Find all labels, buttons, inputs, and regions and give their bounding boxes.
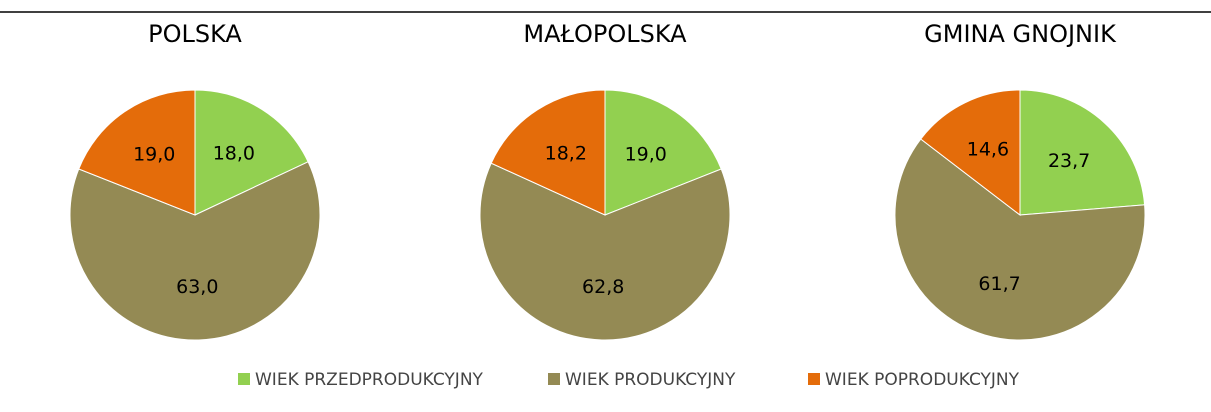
pie-slice xyxy=(604,89,722,216)
data-label: 19,0 xyxy=(625,144,667,166)
legend-label: WIEK POPRODUKCYJNY xyxy=(825,370,1020,390)
chart-title: GMINA GNOJNIK xyxy=(924,20,1117,48)
pie-slice xyxy=(479,162,731,341)
data-label: 14,6 xyxy=(967,138,1009,160)
chart-title: MAŁOPOLSKA xyxy=(523,20,687,48)
data-label: 61,7 xyxy=(978,273,1020,295)
legend-swatch xyxy=(238,373,250,385)
legend-label: WIEK PRODUKCYJNY xyxy=(565,370,736,390)
pie-slice xyxy=(490,89,606,216)
pie-slice xyxy=(894,138,1146,341)
pie-slice xyxy=(920,89,1021,217)
data-label: 62,8 xyxy=(582,276,624,298)
legend-label: WIEK PRZEDPRODUKCYJNY xyxy=(255,370,484,390)
legend-swatch xyxy=(548,373,560,385)
data-label: 18,2 xyxy=(545,143,587,165)
pie-slice xyxy=(78,89,196,216)
data-label: 63,0 xyxy=(176,276,218,298)
pie-slice xyxy=(194,89,309,216)
data-label: 19,0 xyxy=(133,144,175,166)
chart-title: POLSKA xyxy=(148,20,242,48)
pie-slice xyxy=(69,161,321,341)
pie-slice xyxy=(1019,89,1146,216)
legend-swatch xyxy=(808,373,820,385)
data-label: 18,0 xyxy=(213,142,255,164)
data-label: 23,7 xyxy=(1048,150,1090,172)
